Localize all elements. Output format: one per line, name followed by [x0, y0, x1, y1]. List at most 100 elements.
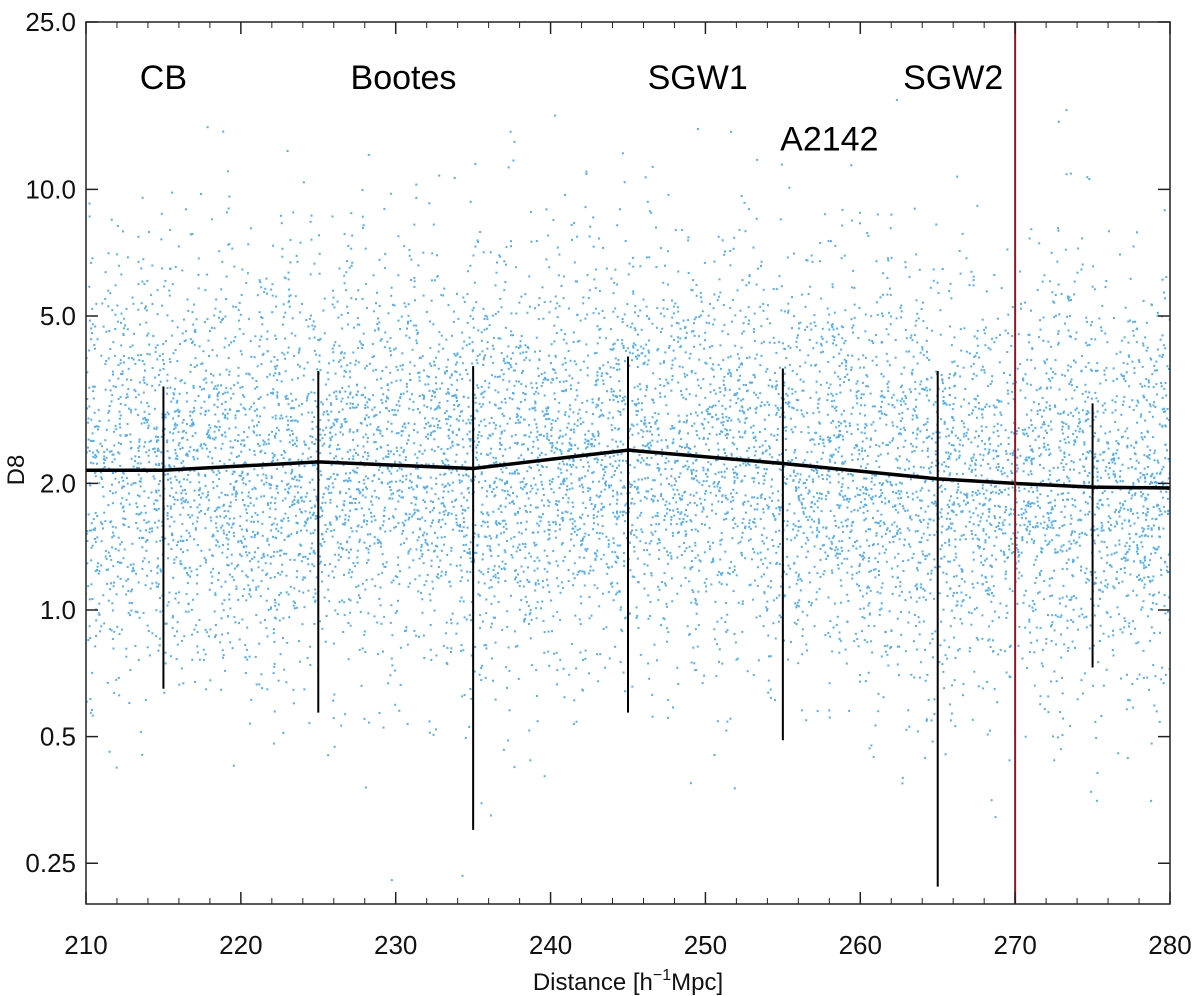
scatter-point: [339, 426, 342, 429]
scatter-point: [658, 541, 661, 544]
scatter-point: [648, 542, 651, 545]
scatter-point: [715, 494, 718, 497]
scatter-point: [851, 573, 854, 576]
scatter-point: [960, 405, 963, 408]
scatter-point: [627, 273, 630, 276]
scatter-point: [1015, 537, 1018, 539]
scatter-point: [530, 451, 533, 454]
scatter-point: [916, 569, 919, 572]
scatter-point: [619, 389, 622, 392]
scatter-point: [651, 693, 654, 696]
scatter-point: [935, 464, 937, 467]
scatter-point: [1028, 456, 1030, 459]
scatter-point: [1009, 508, 1012, 511]
scatter-point: [552, 219, 555, 222]
scatter-point: [816, 529, 819, 532]
scatter-point: [816, 500, 819, 503]
scatter-point: [1062, 432, 1065, 435]
scatter-point: [632, 342, 635, 345]
scatter-point: [690, 369, 693, 372]
scatter-point: [237, 319, 240, 322]
scatter-point: [560, 329, 563, 331]
scatter-point: [703, 261, 706, 264]
scatter-point: [918, 596, 921, 599]
scatter-point: [514, 569, 516, 572]
scatter-point: [1041, 479, 1044, 482]
scatter-point: [380, 338, 383, 341]
scatter-point: [101, 445, 103, 448]
scatter-point: [536, 506, 539, 509]
scatter-point: [712, 307, 715, 310]
scatter-point: [231, 473, 234, 475]
scatter-point: [570, 388, 572, 390]
scatter-point: [234, 492, 237, 495]
scatter-point: [533, 406, 536, 409]
scatter-point: [547, 413, 549, 416]
scatter-point: [524, 393, 527, 396]
scatter-point: [315, 353, 318, 356]
scatter-point: [155, 609, 158, 612]
scatter-point: [638, 454, 641, 457]
scatter-point: [323, 596, 326, 599]
scatter-point: [969, 516, 972, 519]
scatter-point: [1115, 520, 1118, 523]
scatter-point: [709, 383, 712, 386]
scatter-point: [1124, 553, 1127, 556]
scatter-point: [1130, 497, 1133, 500]
scatter-point: [807, 426, 810, 429]
scatter-point: [227, 510, 230, 513]
scatter-point: [361, 347, 364, 349]
scatter-point: [204, 443, 207, 446]
scatter-point: [282, 731, 285, 734]
scatter-point: [978, 407, 981, 410]
scatter-point: [1004, 573, 1007, 576]
scatter-point: [774, 404, 777, 407]
scatter-point: [194, 528, 197, 531]
scatter-point: [119, 362, 122, 365]
scatter-point: [949, 472, 952, 475]
scatter-point: [844, 648, 847, 651]
scatter-point: [592, 216, 595, 219]
scatter-point: [690, 288, 693, 291]
scatter-point: [760, 265, 762, 267]
scatter-point: [850, 164, 853, 167]
scatter-point: [1109, 616, 1112, 619]
scatter-point: [411, 531, 414, 534]
scatter-point: [811, 531, 814, 534]
scatter-point: [162, 343, 165, 345]
scatter-point: [387, 397, 390, 400]
scatter-point: [1156, 548, 1159, 551]
scatter-point: [105, 428, 108, 431]
scatter-point: [945, 581, 948, 584]
scatter-point: [514, 422, 517, 425]
scatter-point: [1146, 346, 1149, 349]
scatter-point: [1025, 528, 1028, 530]
scatter-point: [666, 605, 668, 608]
scatter-point: [158, 464, 161, 467]
scatter-point: [437, 497, 440, 500]
scatter-point: [125, 498, 128, 501]
scatter-point: [229, 641, 232, 644]
scatter-point: [1006, 389, 1009, 392]
scatter-point: [1141, 342, 1144, 345]
scatter-point: [1074, 361, 1077, 364]
scatter-point: [728, 416, 731, 419]
scatter-point: [405, 537, 408, 540]
scatter-point: [449, 585, 452, 588]
scatter-point: [733, 633, 736, 635]
scatter-point: [865, 385, 868, 388]
scatter-point: [142, 417, 145, 420]
scatter-point: [1063, 456, 1066, 458]
scatter-point: [548, 562, 551, 565]
scatter-point: [319, 419, 322, 422]
scatter-point: [115, 766, 118, 769]
scatter-point: [478, 353, 481, 356]
scatter-point: [820, 351, 823, 354]
scatter-point: [230, 341, 233, 344]
scatter-point: [660, 493, 663, 496]
scatter-point: [641, 435, 644, 438]
scatter-point: [258, 642, 261, 645]
scatter-point: [302, 556, 305, 558]
scatter-point: [337, 559, 340, 562]
scatter-point: [253, 468, 256, 471]
